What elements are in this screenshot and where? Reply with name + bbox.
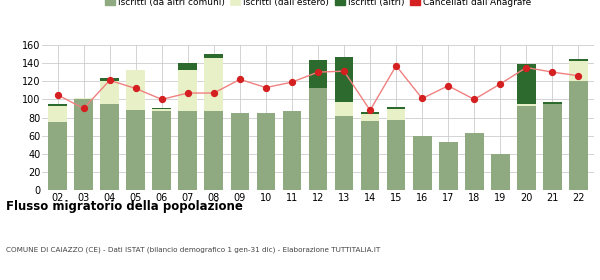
Bar [465, 133, 484, 190]
Bar [517, 64, 536, 104]
Bar [205, 54, 223, 59]
Bar [491, 154, 509, 190]
Bar [569, 59, 588, 61]
Point [287, 80, 297, 84]
Bar [48, 104, 67, 106]
Bar [387, 107, 406, 109]
Bar [283, 111, 301, 190]
Bar [361, 112, 379, 114]
Bar [205, 59, 223, 111]
Bar [335, 57, 353, 102]
Bar [361, 121, 379, 190]
Bar [308, 60, 328, 88]
Bar [387, 120, 406, 190]
Bar [439, 142, 458, 190]
Point [548, 70, 557, 74]
Point [521, 65, 531, 70]
Bar [48, 106, 67, 122]
Bar [127, 110, 145, 190]
Point [157, 97, 167, 102]
Bar [517, 104, 536, 106]
Bar [543, 104, 562, 190]
Bar [257, 113, 275, 190]
Bar [543, 102, 562, 104]
Bar [100, 78, 119, 81]
Point [235, 77, 245, 82]
Point [365, 108, 375, 113]
Bar [335, 116, 353, 190]
Point [79, 106, 88, 111]
Point [496, 82, 505, 86]
Legend: Iscritti (da altri comuni), Iscritti (dall'estero), Iscritti (altri), Cancellati: Iscritti (da altri comuni), Iscritti (da… [101, 0, 535, 10]
Bar [48, 122, 67, 190]
Point [313, 70, 323, 74]
Point [183, 91, 193, 95]
Point [261, 85, 271, 90]
Point [391, 64, 401, 68]
Bar [152, 109, 171, 111]
Point [53, 93, 62, 97]
Bar [361, 114, 379, 121]
Bar [74, 97, 93, 99]
Point [574, 73, 583, 78]
Text: COMUNE DI CAIAZZO (CE) - Dati ISTAT (bilancio demografico 1 gen-31 dic) - Elabor: COMUNE DI CAIAZZO (CE) - Dati ISTAT (bil… [6, 246, 380, 253]
Bar [100, 81, 119, 104]
Bar [100, 104, 119, 190]
Text: Flusso migratorio della popolazione: Flusso migratorio della popolazione [6, 200, 243, 213]
Point [105, 78, 115, 83]
Bar [74, 99, 93, 190]
Point [209, 91, 218, 95]
Bar [387, 108, 406, 120]
Bar [230, 113, 249, 190]
Bar [178, 111, 197, 190]
Bar [152, 108, 171, 109]
Bar [178, 70, 197, 111]
Point [131, 86, 140, 91]
Point [418, 96, 427, 101]
Bar [517, 106, 536, 190]
Point [469, 97, 479, 102]
Bar [152, 111, 171, 190]
Point [339, 69, 349, 73]
Bar [127, 70, 145, 110]
Bar [413, 136, 431, 190]
Bar [308, 88, 328, 190]
Bar [569, 61, 588, 81]
Point [443, 83, 453, 88]
Bar [569, 81, 588, 190]
Bar [178, 63, 197, 70]
Bar [205, 111, 223, 190]
Bar [335, 102, 353, 116]
